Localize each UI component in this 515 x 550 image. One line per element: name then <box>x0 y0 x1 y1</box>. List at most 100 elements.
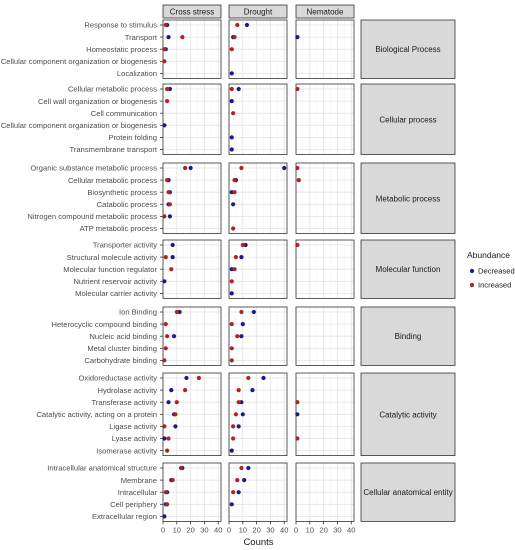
point-increased <box>246 375 251 381</box>
y-tick-label: ATP metabolic process <box>80 224 158 233</box>
y-tick-label: Membrane <box>121 476 157 485</box>
y-tick-label: Protein folding <box>108 133 157 142</box>
x-tick-label: 10 <box>239 525 247 534</box>
y-tick-label: Nutrient reservoir activity <box>73 277 157 286</box>
point-decreased <box>229 291 234 296</box>
y-tick-label: Cellular component organization or bioge… <box>1 57 157 66</box>
point-increased <box>182 388 188 393</box>
point-decreased <box>239 255 244 260</box>
y-tick-label: Cellular component organization or bioge… <box>1 121 157 130</box>
x-tick-label: 20 <box>319 525 327 534</box>
point-decreased <box>244 22 250 28</box>
y-tick-label: Transferase activity <box>91 398 157 407</box>
point-decreased <box>229 448 234 453</box>
point-increased <box>235 334 240 339</box>
point-increased <box>295 86 300 92</box>
point-decreased <box>170 242 175 248</box>
panel-border <box>228 83 288 155</box>
point-decreased <box>236 490 241 495</box>
point-increased <box>232 178 237 183</box>
y-tick-label: Cell wall organization or biogenesis <box>38 97 157 106</box>
panel-border <box>228 462 288 522</box>
point-decreased <box>162 123 167 128</box>
point-decreased <box>166 400 171 405</box>
point-decreased <box>295 412 300 417</box>
point-increased <box>165 448 170 453</box>
panel-border <box>228 239 288 299</box>
point-increased <box>163 255 168 260</box>
point-increased <box>166 436 171 441</box>
y-tick-label: Cellular metabolic process <box>68 85 157 94</box>
facet-row-label: Biological Process <box>375 45 440 54</box>
point-increased <box>165 334 170 339</box>
point-increased <box>231 424 236 429</box>
panel-background <box>229 163 287 234</box>
legend-label: Increased <box>478 281 511 290</box>
y-tick-label: Cellular metabolic process <box>68 176 157 185</box>
facet-strip <box>360 19 456 79</box>
point-increased <box>231 490 236 495</box>
point-increased <box>162 214 167 219</box>
point-increased <box>296 178 301 183</box>
y-tick-label: Isomerase activity <box>96 446 157 455</box>
x-tick-label: 30 <box>333 525 341 534</box>
y-tick-label: Cell periphery <box>110 500 157 509</box>
x-tick-label: 0 <box>161 525 165 534</box>
facet-row-label: Metabolic process <box>376 194 440 203</box>
panel-border <box>162 162 222 234</box>
point-decreased <box>162 279 167 284</box>
point-decreased <box>261 375 266 381</box>
panel-border <box>228 19 288 79</box>
x-tick-label: 0 <box>294 525 298 534</box>
y-tick-label: Catalytic activity, acting on a protein <box>36 410 157 419</box>
panel-background <box>163 163 221 234</box>
y-tick-label: Cell communication <box>91 109 157 118</box>
point-increased <box>165 178 170 183</box>
point-increased <box>182 165 188 171</box>
y-tick-label: Nitrogen compound metabolic process <box>27 212 157 221</box>
point-increased <box>229 279 234 284</box>
point-decreased <box>295 35 300 40</box>
point-increased <box>295 400 300 405</box>
y-tick-label: Structural molecule activity <box>67 253 158 262</box>
legend-label: Decreased <box>478 267 515 276</box>
point-increased <box>233 255 239 260</box>
panel-border <box>228 372 288 456</box>
point-decreased <box>184 375 189 381</box>
y-tick-label: Oxidoreductase activity <box>78 374 157 383</box>
y-tick-label: Heterocyclic compound binding <box>51 320 157 329</box>
point-increased <box>235 22 240 28</box>
point-increased <box>165 86 170 92</box>
point-decreased <box>231 202 236 207</box>
point-increased <box>232 267 237 272</box>
point-increased <box>232 190 237 195</box>
point-increased <box>295 242 300 248</box>
point-increased <box>166 190 171 195</box>
point-increased <box>239 165 244 171</box>
point-increased <box>295 436 300 441</box>
point-increased <box>167 202 173 207</box>
facet-strip <box>360 462 456 522</box>
y-tick-label: Catabolic process <box>97 200 158 209</box>
point-decreased <box>240 322 245 327</box>
point-decreased <box>229 147 234 152</box>
x-axis-title: Counts <box>243 537 273 548</box>
facet-strip <box>295 4 355 19</box>
y-tick-label: Ligase activity <box>109 422 157 431</box>
point-decreased <box>229 99 234 104</box>
panel-background <box>296 163 354 234</box>
y-tick-label: Intracellular anatomical structure <box>47 464 157 473</box>
point-increased <box>178 465 184 471</box>
y-tick-label: Homeostatic process <box>86 45 157 54</box>
facet-column-label: Drought <box>244 8 273 17</box>
point-decreased <box>229 71 234 76</box>
point-increased <box>229 358 234 363</box>
x-tick-label: 20 <box>252 525 260 534</box>
panel-border <box>295 239 355 299</box>
point-decreased <box>166 35 171 40</box>
facet-row-label: Cellular anatomical entity <box>363 488 452 497</box>
y-tick-label: Lyase activity <box>112 434 158 443</box>
point-decreased <box>229 135 234 140</box>
point-decreased <box>251 309 256 315</box>
point-increased <box>163 322 168 327</box>
